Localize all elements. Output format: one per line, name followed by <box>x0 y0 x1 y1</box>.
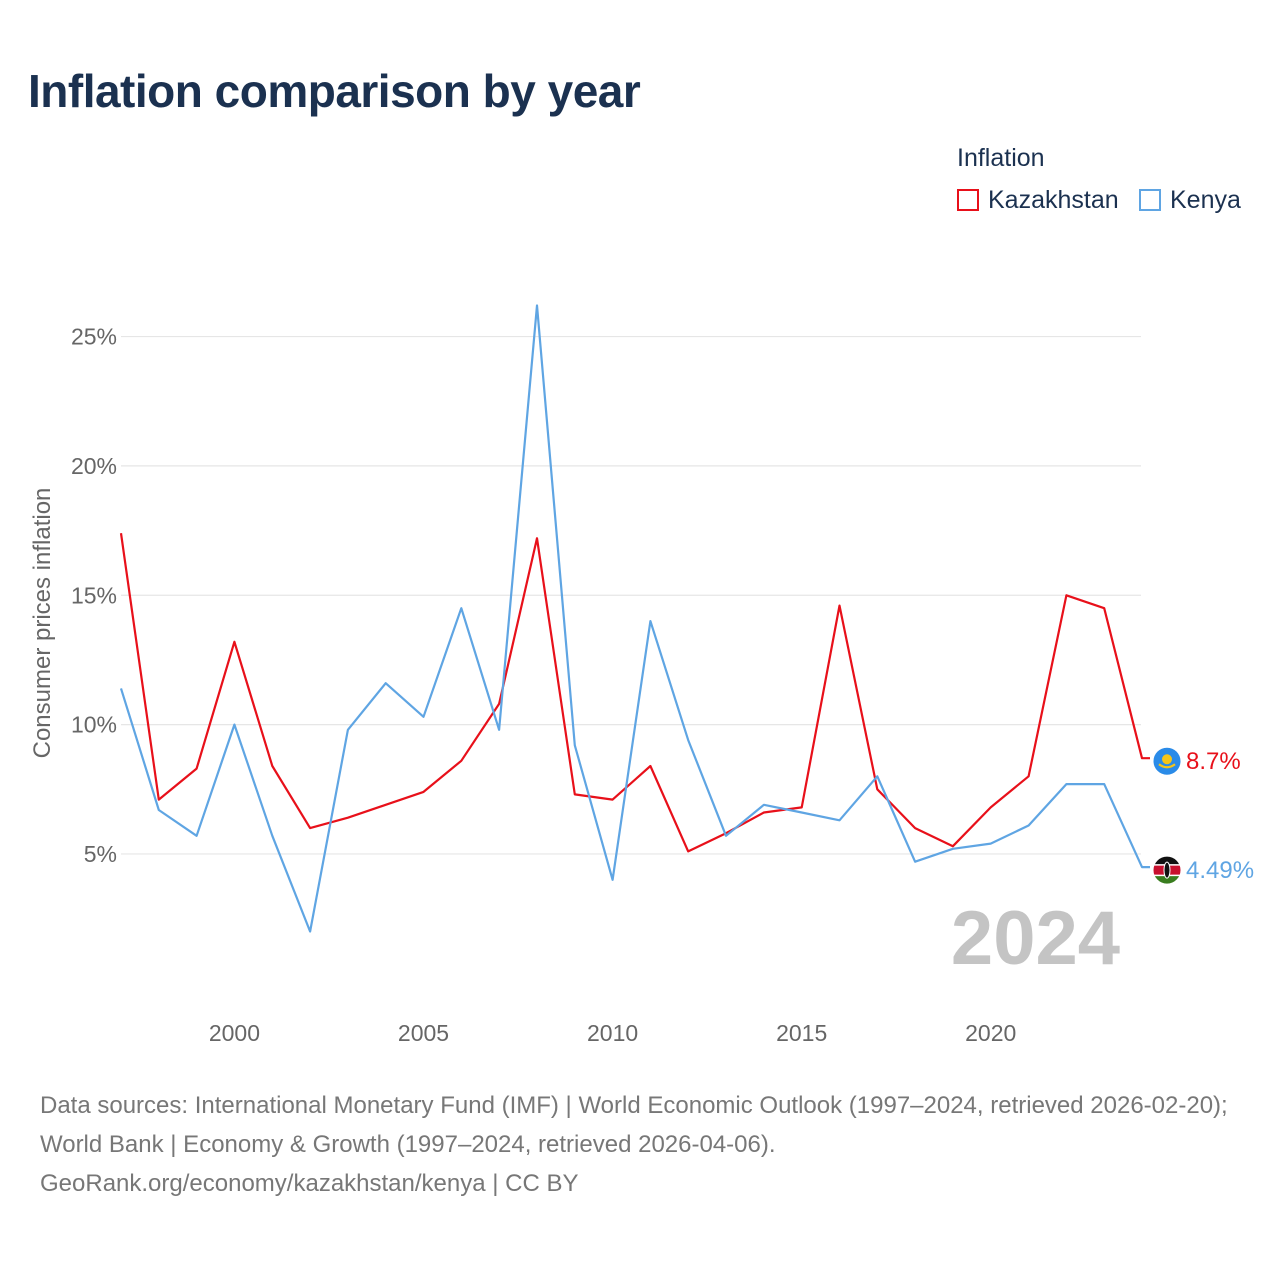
x-tick-label: 2020 <box>965 1020 1016 1046</box>
x-tick-label: 2000 <box>209 1020 260 1046</box>
legend-swatch-kazakhstan <box>957 189 979 211</box>
legend-title: Inflation <box>957 144 1045 172</box>
chart-title: Inflation comparison by year <box>28 65 641 117</box>
y-tick-label: 10% <box>71 712 117 738</box>
legend-label-kazakhstan: Kazakhstan <box>988 185 1119 214</box>
source-line-2: GeoRank.org/economy/kazakhstan/kenya | C… <box>40 1170 579 1197</box>
gridlines <box>121 335 1141 855</box>
year-watermark: 2024 <box>951 896 1120 981</box>
series-end-markers: 8.7% 4.49% <box>1152 746 1254 885</box>
series-line-kenya[interactable] <box>119 304 1150 933</box>
line-chart: 5% 10% 15% 20% 25% 2000 2005 2010 2015 2020 2024… <box>29 304 1254 1046</box>
y-tick-label: 5% <box>84 841 117 867</box>
legend-item-kenya[interactable]: Kenya <box>1139 185 1241 215</box>
kazakhstan-flag-icon <box>1152 746 1182 776</box>
source-line-1: Data sources: International Monetary Fun… <box>40 1092 1228 1158</box>
source-note: Data sources: International Monetary Fun… <box>40 1086 1250 1203</box>
legend-swatch-kenya <box>1139 189 1161 211</box>
y-tick-labels: 5% 10% 15% 20% 25% <box>71 324 117 867</box>
x-tick-label: 2005 <box>398 1020 449 1046</box>
legend-item-kazakhstan[interactable]: Kazakhstan <box>957 185 1119 215</box>
y-tick-label: 15% <box>71 582 117 608</box>
y-axis-label: Consumer prices inflation <box>29 488 56 759</box>
kenya-flag-icon <box>1152 855 1182 885</box>
x-tick-label: 2015 <box>776 1020 827 1046</box>
end-label-kazakhstan: 8.7% <box>1186 748 1241 775</box>
series-line-kazakhstan[interactable] <box>119 533 1150 853</box>
y-tick-label: 20% <box>71 453 117 479</box>
legend-label-kenya: Kenya <box>1170 185 1241 214</box>
series-lines <box>119 304 1150 933</box>
x-tick-labels: 2000 2005 2010 2015 2020 <box>209 1020 1016 1046</box>
x-tick-label: 2010 <box>587 1020 638 1046</box>
y-tick-label: 25% <box>71 324 117 350</box>
end-label-kenya: 4.49% <box>1186 857 1254 884</box>
